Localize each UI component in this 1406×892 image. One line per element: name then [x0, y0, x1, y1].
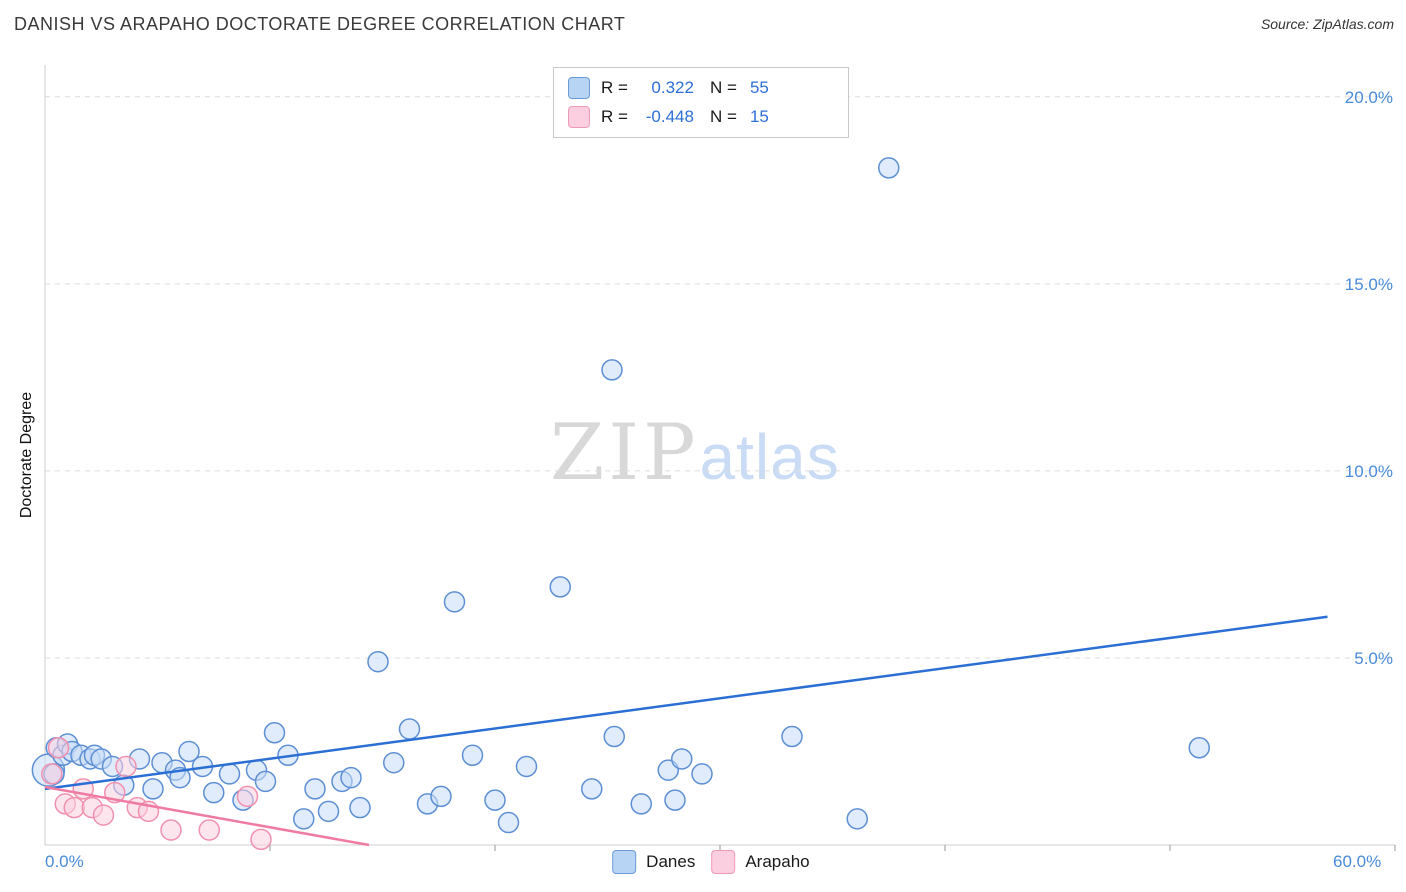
arapaho-stats-row: R = -0.448 N = 15: [568, 106, 836, 128]
danes-n-value: 55: [749, 78, 769, 97]
danes-stats-row: R = 0.322 N = 55: [568, 77, 836, 99]
x-axis-min-label: 0.0%: [45, 852, 84, 871]
point-arapaho: [115, 755, 137, 778]
point-arapaho: [63, 796, 85, 819]
point-danes: [497, 811, 520, 834]
danes-legend-item: Danes: [612, 850, 695, 874]
point-arapaho: [41, 763, 63, 785]
danes-r-label: R =: [601, 78, 628, 97]
danes-legend-swatch: [612, 850, 637, 874]
point-danes: [178, 740, 200, 763]
point-danes: [367, 650, 389, 673]
point-danes: [581, 778, 603, 800]
arapaho-n-value: 15: [749, 107, 769, 126]
point-danes: [254, 770, 277, 793]
point-danes: [484, 789, 506, 811]
point-danes: [515, 755, 538, 778]
danes-swatch: [568, 77, 590, 99]
point-danes: [142, 778, 164, 800]
point-danes: [601, 359, 623, 381]
point-danes: [671, 748, 693, 770]
source-attribution: Source: ZipAtlas.com: [1260, 16, 1394, 32]
point-arapaho: [47, 736, 70, 759]
arapaho-legend-item: Arapaho: [711, 850, 810, 874]
point-danes: [603, 725, 625, 748]
point-danes: [263, 722, 286, 744]
point-danes: [781, 725, 803, 748]
correlation-legend-box: R = 0.322 N = 55 R = -0.448 N = 15: [553, 67, 849, 138]
point-arapaho: [92, 804, 115, 826]
point-danes: [1188, 736, 1210, 759]
point-danes: [304, 778, 326, 800]
point-danes: [430, 785, 452, 808]
y-tick-label: 20.0%: [1345, 88, 1393, 107]
point-danes: [549, 576, 571, 598]
point-arapaho: [236, 785, 259, 808]
danes-legend-label: Danes: [646, 852, 696, 871]
arapaho-legend-label: Arapaho: [745, 852, 810, 871]
point-danes: [630, 793, 652, 815]
y-tick-label: 15.0%: [1345, 275, 1393, 294]
trend-line-danes: [44, 615, 1328, 791]
arapaho-r-value: -0.448: [645, 107, 694, 126]
arapaho-r-label: R =: [601, 107, 628, 126]
y-tick-label: 5.0%: [1354, 649, 1393, 668]
point-danes: [443, 591, 466, 613]
danes-n-label: N =: [709, 78, 737, 97]
point-danes: [218, 763, 241, 785]
arapaho-swatch: [568, 106, 590, 128]
point-danes: [203, 781, 225, 804]
y-tick-label: 10.0%: [1345, 462, 1393, 481]
point-danes: [340, 766, 362, 789]
point-arapaho: [198, 819, 220, 841]
arapaho-n-label: N =: [709, 107, 737, 126]
series-legend: Danes Arapaho: [612, 850, 810, 874]
point-danes: [691, 763, 713, 785]
point-danes: [846, 808, 868, 830]
chart-title: DANISH VS ARAPAHO DOCTORATE DEGREE CORRE…: [14, 14, 626, 34]
point-danes: [293, 808, 315, 830]
point-danes: [461, 744, 484, 766]
trend-line-arapaho: [44, 785, 370, 847]
point-arapaho: [250, 828, 272, 851]
point-arapaho: [160, 819, 182, 841]
x-axis-max-label: 60.0%: [1333, 852, 1382, 871]
point-danes: [398, 718, 421, 740]
point-danes: [349, 796, 371, 819]
point-danes: [664, 789, 686, 811]
arapaho-legend-swatch: [711, 850, 736, 874]
point-danes: [878, 157, 900, 179]
point-danes: [317, 800, 340, 823]
danes-r-value: 0.322: [651, 78, 694, 97]
point-danes: [383, 751, 405, 774]
y-axis-title: Doctorate Degree: [18, 391, 35, 519]
